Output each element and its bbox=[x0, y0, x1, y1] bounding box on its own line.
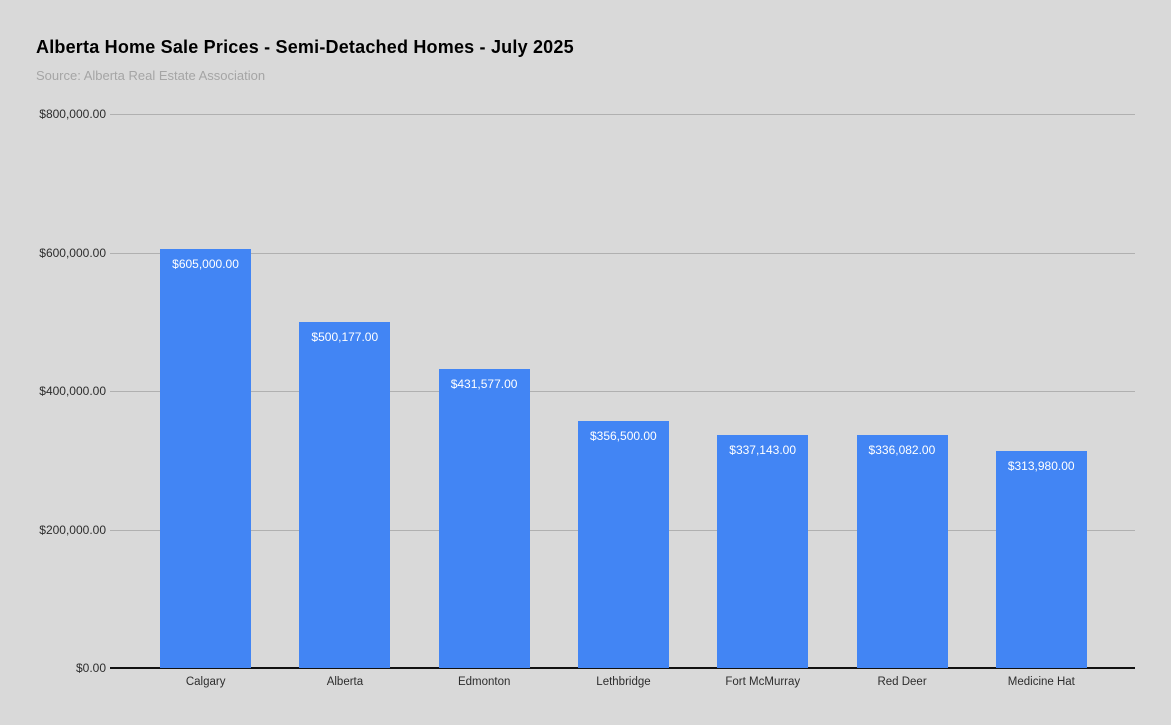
gridline bbox=[110, 391, 1135, 392]
y-tick-label: $800,000.00 bbox=[39, 107, 106, 121]
bar-edmonton: $431,577.00 bbox=[438, 369, 530, 668]
bar-medicine-hat: $313,980.00 bbox=[995, 450, 1087, 668]
bar-slot-alberta: $500,177.00 bbox=[275, 114, 414, 668]
gridline bbox=[110, 114, 1135, 115]
bar-value-label: $313,980.00 bbox=[1007, 458, 1075, 473]
bar-alberta: $500,177.00 bbox=[299, 321, 391, 668]
bar-slot-lethbridge: $356,500.00 bbox=[554, 114, 693, 668]
bar-value-label: $431,577.00 bbox=[450, 377, 518, 392]
x-category-label: Fort McMurray bbox=[725, 676, 801, 688]
chart-title: Alberta Home Sale Prices - Semi-Detached… bbox=[36, 37, 574, 57]
gridline bbox=[110, 252, 1135, 254]
y-tick-label: $200,000.00 bbox=[39, 522, 106, 537]
bars-row: $605,000.00 $500,177.00 $431,577.00 $356,50… bbox=[136, 114, 1111, 668]
x-category-label: Lethbridge bbox=[596, 676, 651, 688]
bar-slot-red-deer: $336,082.00 bbox=[832, 114, 971, 668]
bar-slot-medicine-hat: $313,980.00 bbox=[972, 114, 1111, 668]
bar-value-label: $356,500.00 bbox=[589, 429, 657, 444]
bar-calgary: $605,000.00 bbox=[160, 249, 252, 668]
bar-value-label: $605,000.00 bbox=[172, 257, 239, 272]
bar-slot-fort-mcmurray: $337,143.00 bbox=[693, 114, 832, 668]
x-category-label: Edmonton bbox=[457, 676, 511, 688]
chart-subtitle: Source: Alberta Real Estate Association bbox=[36, 68, 266, 83]
x-category-label: Calgary bbox=[185, 676, 226, 688]
y-tick-label: $0.00 bbox=[75, 661, 106, 675]
y-axis: $0.00 $200,000.00 $400,000.00 $600,000.00 $8… bbox=[0, 107, 106, 675]
x-category-label: Medicine Hat bbox=[1007, 676, 1075, 688]
bar-red-deer: $336,082.00 bbox=[856, 435, 948, 668]
bar-lethbridge: $356,500.00 bbox=[577, 421, 669, 668]
y-tick-label: $400,000.00 bbox=[39, 384, 106, 398]
x-category-label: Red Deer bbox=[877, 676, 927, 688]
y-tick-label: $600,000.00 bbox=[39, 245, 106, 260]
bar-slot-edmonton: $431,577.00 bbox=[415, 114, 554, 668]
bar-value-label: $500,177.00 bbox=[311, 329, 379, 344]
x-axis-line bbox=[110, 667, 1135, 669]
bar-value-label: $336,082.00 bbox=[868, 443, 936, 458]
bar-fort-mcmurray: $337,143.00 bbox=[717, 434, 809, 668]
plot-area: $605,000.00 $500,177.00 $431,577.00 $356,50… bbox=[110, 114, 1135, 669]
x-category-label: Alberta bbox=[326, 676, 364, 688]
bar-value-label: $337,143.00 bbox=[729, 442, 796, 457]
bar-slot-calgary: $605,000.00 bbox=[136, 114, 275, 668]
x-axis-labels: Calgary Alberta Edmonton Lethbridge Fort McM… bbox=[136, 670, 1111, 688]
